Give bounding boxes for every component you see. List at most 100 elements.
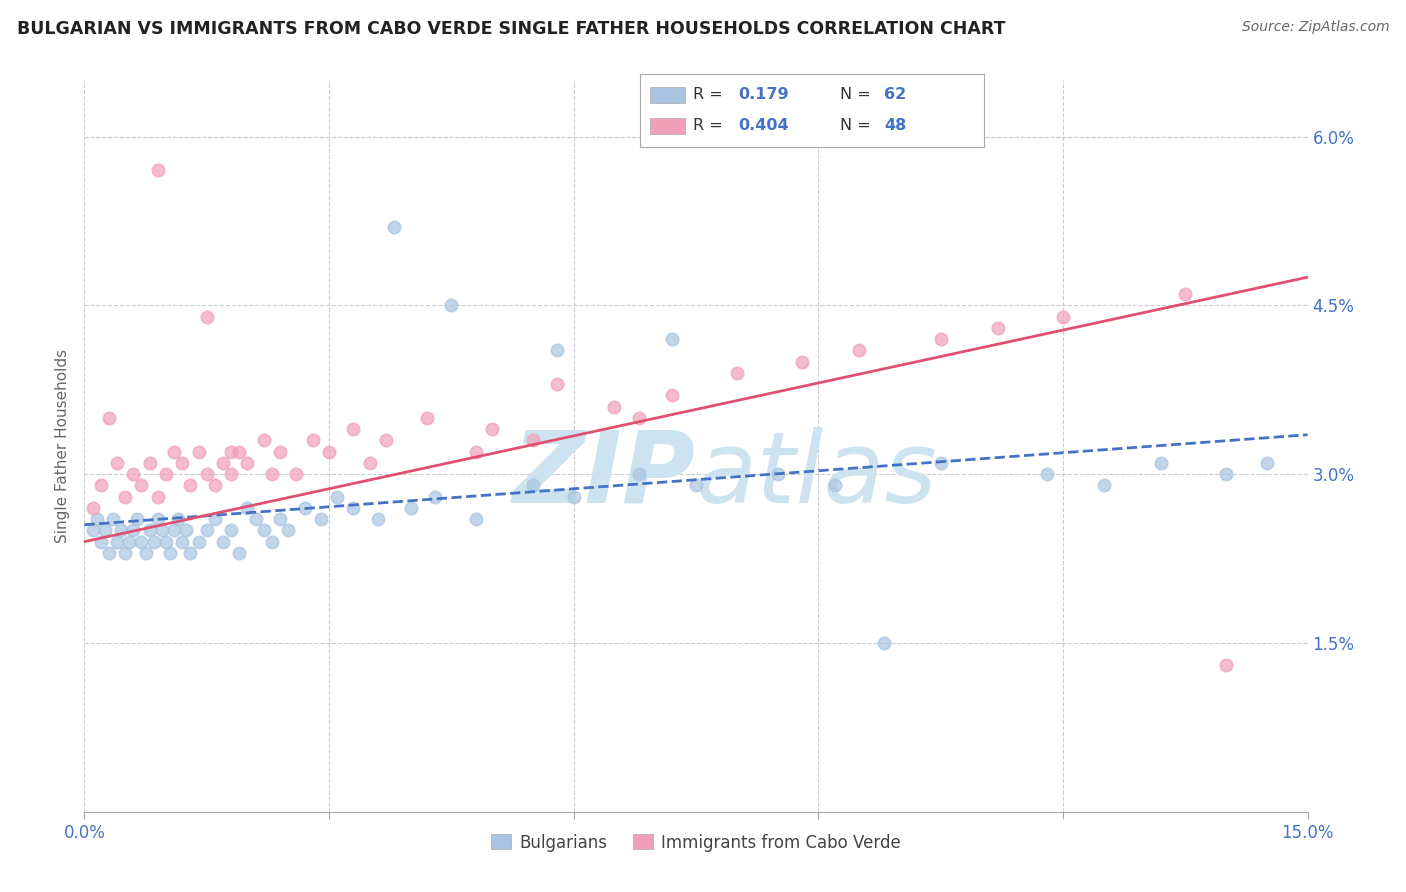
- Point: [269, 444, 291, 458]
- Point: [245, 512, 267, 526]
- Point: [114, 546, 136, 560]
- Point: [766, 467, 789, 482]
- Point: [138, 524, 160, 538]
- Point: [187, 534, 209, 549]
- Point: [155, 467, 177, 482]
- Point: [138, 456, 160, 470]
- Point: [122, 467, 145, 482]
- Point: [150, 524, 173, 538]
- Point: [236, 456, 259, 470]
- Point: [522, 478, 544, 492]
- Point: [824, 478, 846, 492]
- Point: [1256, 456, 1278, 470]
- Point: [661, 388, 683, 402]
- Point: [661, 332, 683, 346]
- Point: [685, 478, 707, 492]
- Point: [359, 456, 381, 470]
- Point: [97, 546, 120, 560]
- Point: [1215, 467, 1237, 482]
- Point: [167, 512, 190, 526]
- Point: [228, 444, 250, 458]
- Point: [131, 534, 153, 549]
- Text: 0.179: 0.179: [738, 87, 789, 102]
- Point: [987, 321, 1010, 335]
- Point: [285, 467, 308, 482]
- Point: [522, 434, 544, 448]
- Point: [236, 500, 259, 515]
- Point: [195, 467, 218, 482]
- Point: [1035, 467, 1057, 482]
- Point: [219, 524, 242, 538]
- Point: [872, 636, 894, 650]
- Text: N =: N =: [839, 118, 876, 133]
- Point: [131, 478, 153, 492]
- Point: [146, 512, 169, 526]
- Point: [204, 478, 226, 492]
- Point: [90, 534, 112, 549]
- Bar: [650, 118, 685, 134]
- Point: [82, 524, 104, 538]
- Text: BULGARIAN VS IMMIGRANTS FROM CABO VERDE SINGLE FATHER HOUSEHOLDS CORRELATION CHA: BULGARIAN VS IMMIGRANTS FROM CABO VERDE …: [17, 20, 1005, 37]
- Point: [195, 310, 218, 324]
- Point: [93, 524, 115, 538]
- Point: [253, 434, 276, 448]
- Point: [97, 410, 120, 425]
- Point: [195, 524, 218, 538]
- Point: [1092, 478, 1115, 492]
- Point: [110, 524, 132, 538]
- Point: [114, 490, 136, 504]
- Point: [219, 444, 242, 458]
- Point: [212, 456, 235, 470]
- Point: [342, 500, 364, 515]
- Point: [309, 512, 332, 526]
- Point: [375, 434, 398, 448]
- Point: [546, 377, 568, 392]
- Point: [260, 534, 283, 549]
- Point: [163, 524, 186, 538]
- Text: Source: ZipAtlas.com: Source: ZipAtlas.com: [1241, 20, 1389, 34]
- Text: atlas: atlas: [696, 426, 938, 524]
- Point: [86, 512, 108, 526]
- Y-axis label: Single Father Households: Single Father Households: [55, 349, 70, 543]
- Point: [155, 534, 177, 549]
- Point: [464, 512, 486, 526]
- Point: [204, 512, 226, 526]
- Point: [1215, 658, 1237, 673]
- Point: [562, 490, 585, 504]
- Point: [423, 490, 446, 504]
- Legend: Bulgarians, Immigrants from Cabo Verde: Bulgarians, Immigrants from Cabo Verde: [485, 827, 907, 858]
- Point: [212, 534, 235, 549]
- Point: [135, 546, 157, 560]
- Point: [82, 500, 104, 515]
- Point: [399, 500, 422, 515]
- Point: [174, 524, 197, 538]
- Point: [277, 524, 299, 538]
- Point: [725, 366, 748, 380]
- Point: [105, 534, 128, 549]
- Point: [627, 467, 650, 482]
- Text: R =: R =: [693, 87, 728, 102]
- Point: [260, 467, 283, 482]
- Point: [627, 410, 650, 425]
- Point: [416, 410, 439, 425]
- Point: [301, 434, 323, 448]
- Point: [142, 534, 165, 549]
- Point: [163, 444, 186, 458]
- Text: R =: R =: [693, 118, 728, 133]
- Point: [929, 332, 952, 346]
- Point: [159, 546, 181, 560]
- Point: [179, 478, 201, 492]
- Point: [146, 163, 169, 178]
- Point: [546, 343, 568, 358]
- Point: [294, 500, 316, 515]
- Bar: [650, 87, 685, 103]
- Point: [122, 524, 145, 538]
- Point: [326, 490, 349, 504]
- Point: [440, 298, 463, 312]
- Point: [464, 444, 486, 458]
- Point: [790, 354, 813, 368]
- Point: [127, 512, 149, 526]
- Text: N =: N =: [839, 87, 876, 102]
- Point: [90, 478, 112, 492]
- Point: [367, 512, 389, 526]
